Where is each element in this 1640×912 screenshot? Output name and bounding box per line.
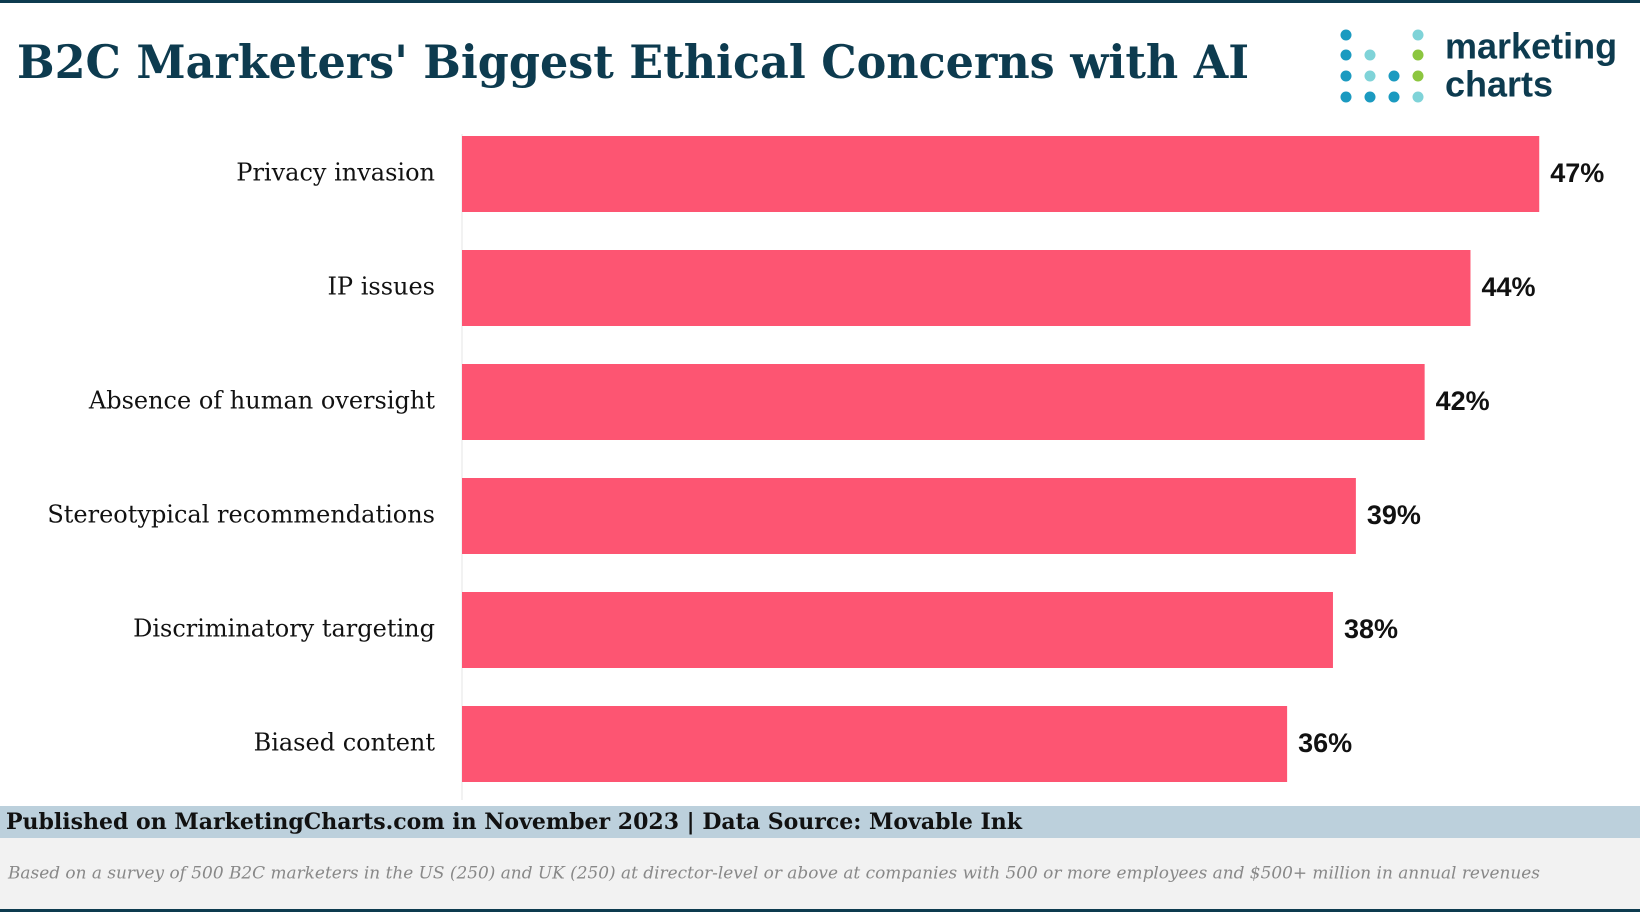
value-label: 38% <box>1344 614 1398 644</box>
logo-text: charts <box>1445 64 1553 105</box>
logo: marketing charts <box>1340 26 1617 105</box>
category-label: Biased content <box>254 729 436 757</box>
value-label: 44% <box>1481 272 1535 302</box>
value-label: 47% <box>1550 158 1604 188</box>
value-label: 36% <box>1298 728 1352 758</box>
note: Based on a survey of 500 B2C marketers i… <box>7 864 1540 884</box>
logo-text: marketing <box>1445 26 1617 67</box>
source-band <box>0 806 1640 838</box>
bar <box>462 706 1288 782</box>
bottom-rule <box>0 909 1640 912</box>
category-label: Absence of human oversight <box>88 387 435 415</box>
category-label: Stereotypical recommendations <box>47 501 435 529</box>
bar <box>462 592 1333 668</box>
bar <box>462 364 1425 440</box>
top-rule <box>0 0 1640 3</box>
value-label: 42% <box>1436 386 1490 416</box>
bar <box>462 136 1540 212</box>
category-label: Privacy invasion <box>236 159 435 187</box>
value-label: 39% <box>1367 500 1421 530</box>
category-label: Discriminatory targeting <box>133 615 435 643</box>
category-label: IP issues <box>327 273 435 301</box>
chart-title: B2C Marketers' Biggest Ethical Concerns … <box>17 35 1249 89</box>
note-band <box>0 838 1640 909</box>
bar <box>462 478 1356 554</box>
bar <box>462 250 1471 326</box>
source: Published on MarketingCharts.com in Nove… <box>6 809 1023 835</box>
